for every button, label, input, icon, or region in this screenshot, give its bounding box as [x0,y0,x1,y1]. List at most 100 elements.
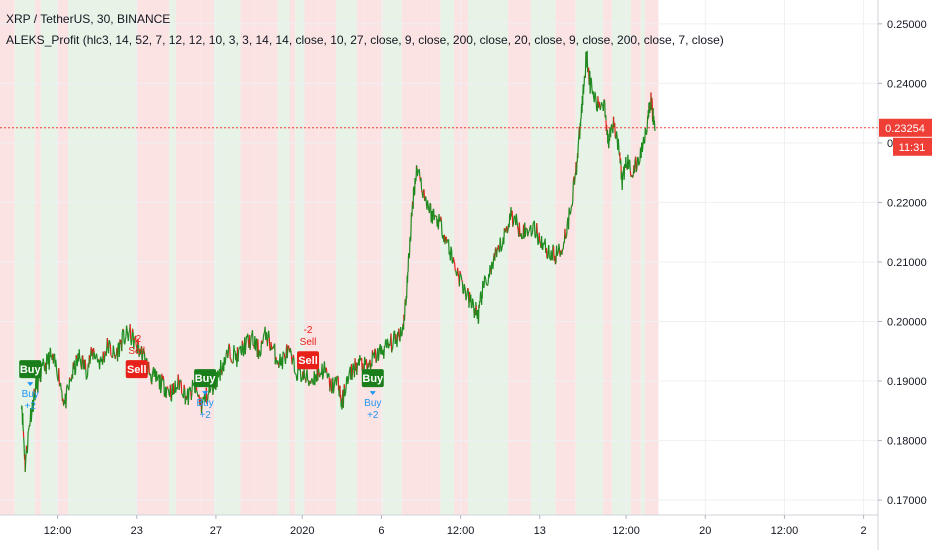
indicator-legend[interactable]: ALEKS_Profit (hlc3, 14, 52, 7, 12, 12, 1… [6,33,724,47]
price-segment [402,330,403,336]
price-segment [464,284,465,287]
y-tick-label: 0.18000 [887,436,927,448]
price-segment [161,387,162,393]
x-tick-label: 12:00 [612,525,640,537]
price-segment [266,332,267,340]
price-segment [59,384,60,386]
price-segment [68,387,69,389]
price-segment [47,354,48,356]
price-segment [320,375,321,377]
price-segment [164,380,165,397]
price-segment [245,345,246,354]
price-segment [61,383,62,390]
price-segment [525,228,526,237]
price-segment [86,378,87,380]
price-segment [152,371,153,376]
price-segment [66,387,67,408]
price-segment [571,205,572,211]
price-segment [53,354,54,363]
price-segment [458,268,459,274]
price-segment [333,388,334,393]
price-segment [504,228,505,244]
price-segment [115,355,116,358]
price-segment [130,324,131,339]
price-segment [546,248,547,258]
price-segment [422,191,423,193]
price-segment [566,238,567,239]
price-segment [69,377,70,390]
price-segment [336,376,337,385]
price-segment [57,374,58,379]
price-segment [538,244,539,245]
price-segment [190,387,191,391]
price-segment [287,347,288,358]
price-segment [471,295,472,308]
price-segment [637,158,638,169]
background-band [357,0,364,515]
price-segment [240,346,241,353]
price-segment [375,349,376,350]
price-segment [197,390,198,392]
background-band [15,0,22,515]
price-segment [82,356,83,370]
x-tick-label: 23 [131,525,143,537]
price-segment [218,375,219,378]
price-segment [318,368,319,372]
price-segment [537,223,538,233]
price-segment [85,360,86,370]
price-segment [166,388,167,398]
price-segment [90,356,91,364]
price-segment [462,280,463,281]
price-segment [157,377,158,380]
price-segment [109,340,110,353]
x-tick-label: 20 [699,525,711,537]
price-segment [170,385,171,400]
x-tick-label: 12:00 [44,525,72,537]
price-segment [644,137,645,143]
price-segment [149,362,150,373]
price-segment [264,332,265,333]
price-segment [460,271,461,274]
price-segment [332,391,333,393]
price-segment [125,337,126,340]
price-segment [191,393,192,400]
price-segment [604,99,605,100]
price-segment [439,214,440,221]
x-tick-label: 12:00 [447,525,475,537]
price-segment [519,223,520,236]
price-segment [498,245,499,250]
price-segment [125,340,126,345]
price-segment [98,359,99,360]
price-segment [393,339,394,347]
background-band [144,0,169,515]
x-tick-label: 2 [861,525,867,537]
price-segment [260,354,261,356]
signal-side-text: Buy [22,389,39,400]
price-segment [296,375,297,380]
x-tick-label: 2020 [290,525,314,537]
price-segment [636,169,637,172]
price-segment [168,389,169,390]
price-segment [465,287,466,291]
price-segment [534,221,535,237]
price-segment [288,345,289,348]
price-segment [426,196,427,204]
price-segment [378,354,379,361]
last-price-text: 0.23254 [885,123,925,135]
background-band [305,0,319,515]
price-segment [110,345,111,356]
price-segment [173,383,174,394]
signal-label-text: Buy [195,373,217,385]
price-segment [70,377,71,379]
price-segment [486,284,487,285]
price-segment [384,346,385,358]
price-segment [146,358,147,359]
price-segment [284,353,285,358]
price-segment [533,223,534,232]
background-band [278,0,290,515]
background-band [233,0,241,515]
background-band [402,0,427,515]
price-segment [467,293,468,297]
